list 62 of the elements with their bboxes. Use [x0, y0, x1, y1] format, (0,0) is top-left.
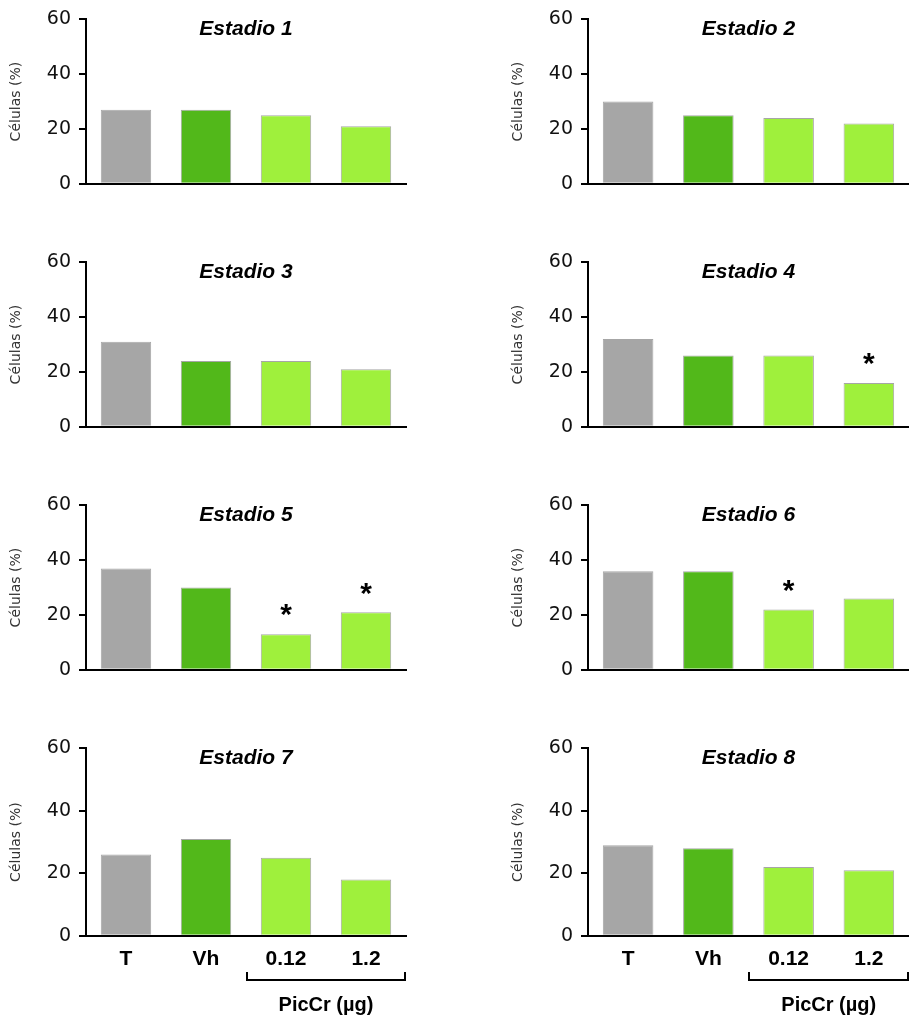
y-tick-label: 60 [46, 735, 71, 758]
x-tick-label: Vh [694, 946, 722, 970]
y-tick-label: 40 [548, 304, 573, 327]
y-tick-label: 0 [58, 656, 71, 679]
x-tick-label: 1.2 [854, 946, 884, 970]
x-axis-title: PicCr (µg) [278, 992, 374, 1015]
y-tick-label: 0 [560, 170, 573, 193]
chart-title: Estadio 4 [701, 259, 796, 283]
chart-title: Estadio 6 [701, 502, 796, 526]
y-tick-label: 20 [548, 358, 573, 381]
y-tick-label: 60 [548, 249, 573, 272]
y-tick-label: 20 [548, 860, 573, 883]
y-tick-label: 40 [46, 547, 71, 570]
y-axis-title: Células (%) [7, 61, 24, 142]
y-tick-label: 0 [58, 413, 71, 436]
y-tick-label: 60 [46, 249, 71, 272]
y-tick-label: 40 [548, 797, 573, 820]
y-tick-label: 20 [548, 601, 573, 624]
chart-title: Estadio 8 [701, 745, 796, 769]
annotation: * [280, 597, 293, 631]
y-tick-label: 40 [46, 61, 71, 84]
chart-title: Estadio 1 [199, 16, 293, 40]
y-tick-label: 60 [46, 492, 71, 515]
x-tick-label: Vh [192, 946, 220, 970]
y-axis-title: Células (%) [509, 547, 526, 628]
y-tick-label: 20 [548, 115, 573, 138]
y-axis-title: Células (%) [7, 304, 24, 385]
annotation: * [360, 575, 373, 609]
x-tick-label: T [119, 946, 133, 970]
y-tick-label: 60 [548, 735, 573, 758]
y-tick-label: 20 [46, 601, 71, 624]
y-tick-label: 0 [58, 170, 71, 193]
x-tick-label: 0.12 [265, 946, 307, 970]
chart-title: Estadio 3 [199, 259, 293, 283]
y-tick-label: 60 [548, 6, 573, 29]
y-tick-label: 40 [46, 797, 71, 820]
y-tick-label: 60 [46, 6, 71, 29]
y-tick-label: 20 [46, 358, 71, 381]
y-tick-label: 0 [560, 656, 573, 679]
y-tick-label: 0 [58, 922, 71, 945]
x-tick-label: 0.12 [768, 946, 810, 970]
chart-title: Estadio 2 [701, 16, 796, 40]
y-tick-label: 0 [560, 413, 573, 436]
y-tick-label: 60 [548, 492, 573, 515]
annotation: * [782, 572, 795, 606]
y-axis-title: Células (%) [7, 547, 24, 628]
annotation: * [863, 346, 876, 380]
y-tick-label: 0 [560, 922, 573, 945]
y-axis-title: Células (%) [509, 802, 526, 882]
x-tick-label: 1.2 [351, 946, 381, 970]
y-tick-label: 20 [46, 115, 71, 138]
y-axis-title: Células (%) [509, 304, 526, 385]
y-axis-title: Células (%) [7, 802, 24, 882]
y-tick-label: 40 [548, 547, 573, 570]
y-tick-label: 20 [46, 860, 71, 883]
chart-title: Estadio 5 [199, 502, 293, 526]
chart-title: Estadio 7 [199, 745, 294, 769]
y-tick-label: 40 [548, 61, 573, 84]
y-tick-label: 40 [46, 304, 71, 327]
x-axis-title: PicCr (µg) [781, 992, 877, 1015]
x-tick-label: T [621, 946, 635, 970]
y-axis-title: Células (%) [509, 61, 526, 142]
